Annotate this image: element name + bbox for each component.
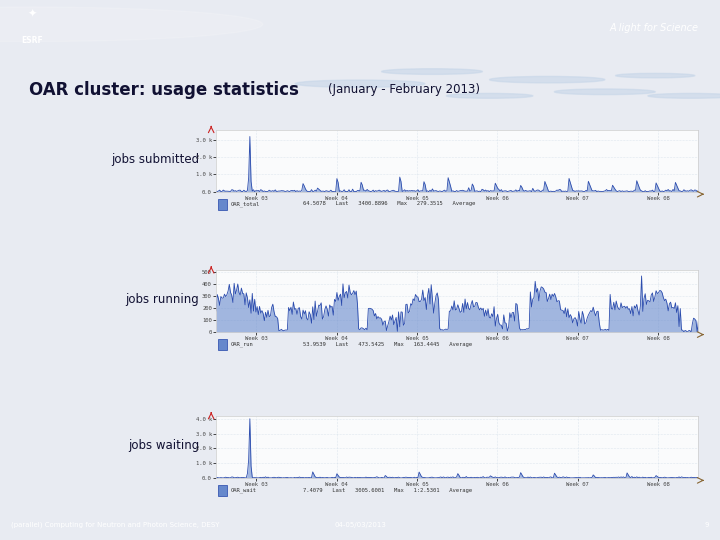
Text: ESRF: ESRF (22, 36, 43, 45)
Text: 04-05/03/2013: 04-05/03/2013 (334, 522, 386, 528)
Circle shape (554, 89, 655, 94)
Text: 53.9539   Last   473.5425   Max   163.4445   Average: 53.9539 Last 473.5425 Max 163.4445 Avera… (303, 342, 472, 347)
FancyBboxPatch shape (218, 199, 227, 210)
Text: 64.5078   Last   3400.8896   Max   279.3515   Average: 64.5078 Last 3400.8896 Max 279.3515 Aver… (303, 201, 475, 206)
Text: jobs submitted: jobs submitted (111, 153, 199, 166)
Circle shape (382, 69, 482, 75)
Text: OAR_run: OAR_run (230, 341, 253, 347)
Circle shape (0, 7, 263, 42)
Text: OAR cluster: usage statistics: OAR cluster: usage statistics (29, 81, 299, 99)
Circle shape (490, 76, 605, 83)
Circle shape (295, 80, 425, 87)
Text: OAR_total: OAR_total (230, 201, 260, 207)
Text: A light for Science: A light for Science (609, 23, 698, 33)
Text: (parallel) Computing for Neutron and Photon Science, DESY: (parallel) Computing for Neutron and Pho… (11, 522, 220, 529)
Text: 9: 9 (705, 522, 709, 528)
Text: jobs running: jobs running (125, 293, 199, 306)
Text: jobs waiting: jobs waiting (128, 439, 199, 452)
Circle shape (616, 73, 695, 78)
Text: (January - February 2013): (January - February 2013) (328, 83, 480, 96)
FancyBboxPatch shape (218, 339, 227, 350)
FancyBboxPatch shape (218, 485, 227, 496)
Text: 7.4079   Last   3005.6001   Max   1:2.5301   Average: 7.4079 Last 3005.6001 Max 1:2.5301 Avera… (303, 488, 472, 492)
Text: ✦: ✦ (27, 9, 37, 18)
Text: OAR_wait: OAR_wait (230, 487, 256, 493)
Circle shape (446, 93, 533, 98)
Circle shape (648, 93, 720, 98)
